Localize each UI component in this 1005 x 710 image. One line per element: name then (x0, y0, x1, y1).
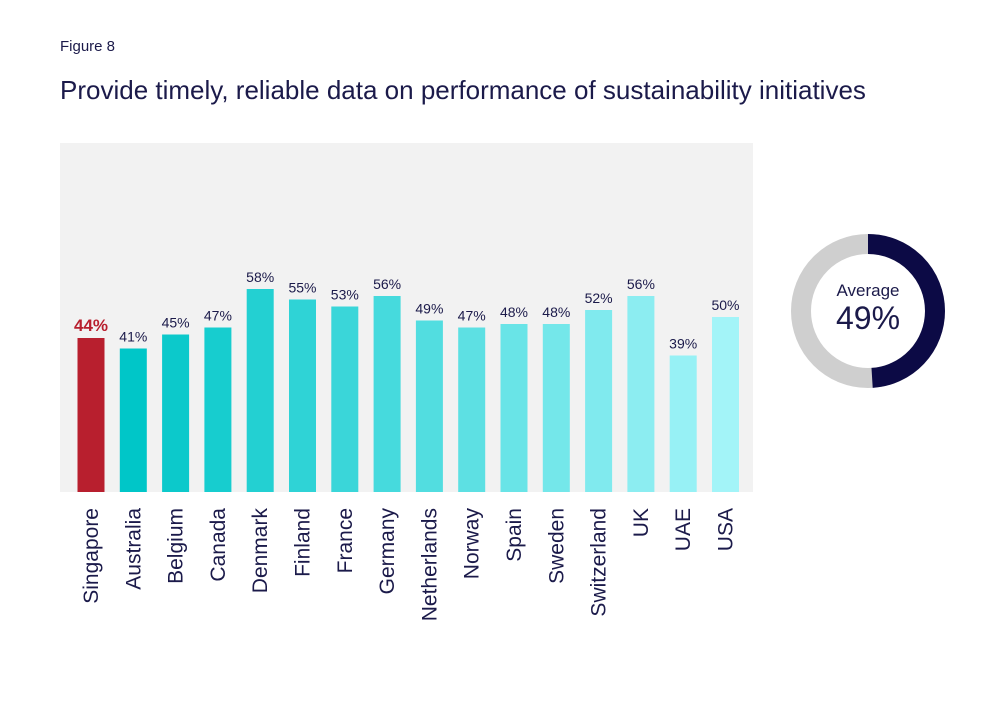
value-label-denmark: 58% (246, 269, 274, 285)
category-label-switzerland: Switzerland (588, 508, 611, 617)
bar-australia (119, 348, 147, 492)
category-label-usa: USA (715, 508, 738, 551)
category-label-uae: UAE (672, 508, 695, 551)
value-label-spain: 48% (500, 304, 528, 320)
category-label-netherlands: Netherlands (418, 508, 441, 621)
value-label-singapore: 44% (74, 316, 108, 335)
bar-finland (289, 299, 316, 492)
value-label-france: 53% (331, 287, 359, 303)
value-label-uae: 39% (669, 336, 697, 352)
value-label-canada: 47% (204, 308, 232, 324)
category-label-canada: Canada (207, 508, 230, 582)
bar-belgium (162, 334, 190, 492)
bar-switzerland (585, 310, 613, 492)
bar-germany (373, 296, 401, 492)
category-labels-group: Singapore Australia Belgium Canada Denmark Fi… (80, 508, 738, 622)
bar-denmark (246, 289, 274, 492)
category-label-australia: Australia (122, 508, 145, 590)
category-label-belgium: Belgium (165, 508, 188, 584)
bar-usa (712, 317, 739, 492)
figure-label: Figure 8 (60, 38, 116, 55)
category-label-france: France (334, 508, 357, 573)
category-label-singapore: Singapore (80, 508, 103, 604)
value-label-usa: 50% (711, 297, 739, 313)
value-label-australia: 41% (119, 329, 147, 345)
category-label-finland: Finland (292, 508, 315, 577)
average-donut (791, 234, 945, 388)
value-label-finland: 55% (288, 280, 316, 296)
bar-singapore (77, 338, 105, 492)
bar-france (331, 306, 359, 492)
value-label-belgium: 45% (162, 315, 190, 331)
value-label-uk: 56% (627, 276, 655, 292)
value-label-norway: 47% (458, 308, 486, 324)
bars-group (77, 289, 739, 492)
donut-filled-arc (791, 234, 945, 388)
value-label-sweden: 48% (542, 304, 570, 320)
category-label-sweden: Sweden (545, 508, 568, 584)
bar-canada (204, 327, 232, 492)
bar-uk (627, 296, 655, 492)
value-label-netherlands: 49% (415, 301, 443, 317)
bar-sweden (542, 324, 570, 492)
chart-title: Provide timely, reliable data on perform… (60, 75, 866, 105)
category-label-spain: Spain (503, 508, 526, 562)
bar-spain (500, 324, 528, 492)
value-label-switzerland: 52% (585, 290, 613, 306)
value-label-germany: 56% (373, 276, 401, 292)
category-label-norway: Norway (461, 508, 484, 580)
category-label-germany: Germany (376, 508, 399, 595)
bar-netherlands (415, 320, 443, 492)
category-label-uk: UK (630, 508, 653, 537)
value-labels-group: 44% 41% 45% 47% 58% 55% 53% 56% 49% 47% 48% 48% 52% 5… (74, 269, 740, 352)
bar-norway (458, 327, 486, 492)
category-label-denmark: Denmark (249, 508, 272, 594)
bar-uae (669, 355, 697, 492)
